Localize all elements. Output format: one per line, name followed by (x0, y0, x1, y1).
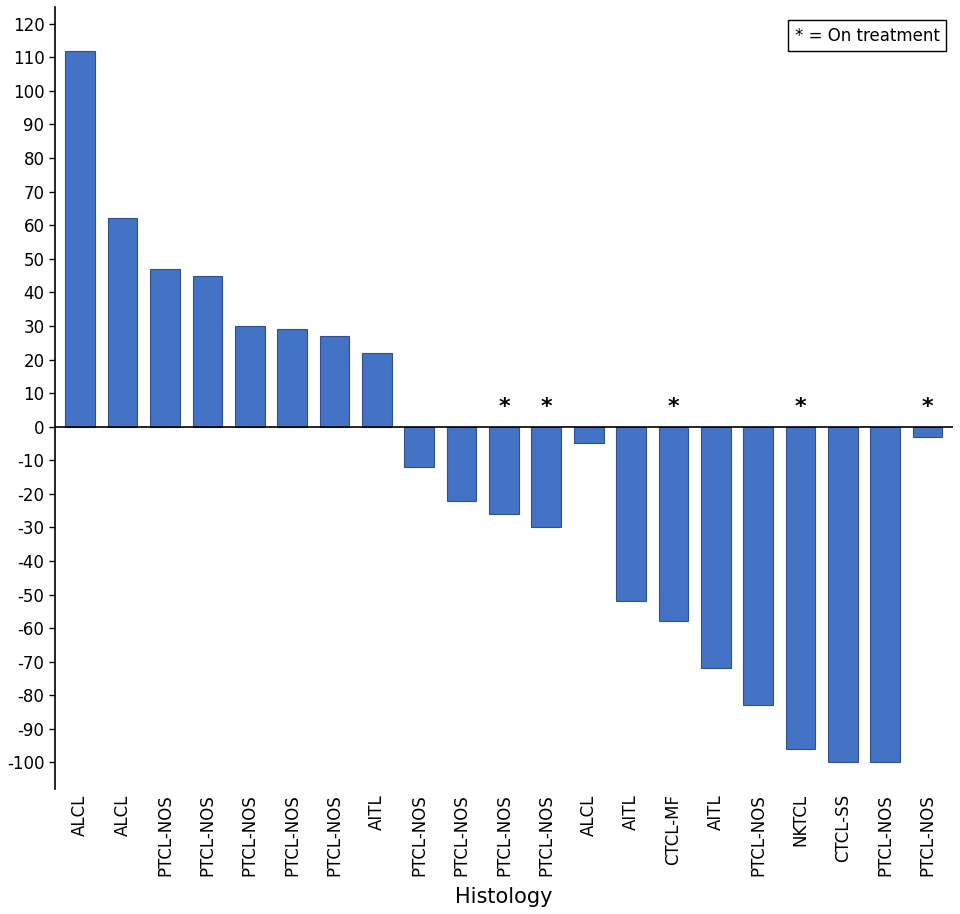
Bar (913, 427, 943, 437)
Bar (277, 329, 307, 427)
Bar (446, 427, 476, 501)
Bar (150, 269, 180, 427)
Bar (65, 50, 95, 427)
Bar (235, 326, 265, 427)
Bar (574, 427, 604, 443)
Bar (108, 218, 137, 427)
Bar (701, 427, 731, 668)
Text: *: * (922, 397, 933, 417)
Bar (193, 276, 222, 427)
Bar (659, 427, 688, 622)
Bar (404, 427, 434, 467)
Text: *: * (540, 397, 552, 417)
Bar (320, 336, 349, 427)
Bar (490, 427, 518, 514)
Text: * = On treatment: * = On treatment (795, 27, 940, 45)
Bar (532, 427, 562, 527)
Bar (362, 353, 392, 427)
Bar (785, 427, 815, 749)
Bar (871, 427, 900, 762)
Bar (828, 427, 857, 762)
Text: *: * (498, 397, 510, 417)
Bar (616, 427, 646, 601)
Text: *: * (667, 397, 680, 417)
Text: *: * (795, 397, 806, 417)
X-axis label: Histology: Histology (455, 887, 553, 907)
Bar (743, 427, 773, 706)
